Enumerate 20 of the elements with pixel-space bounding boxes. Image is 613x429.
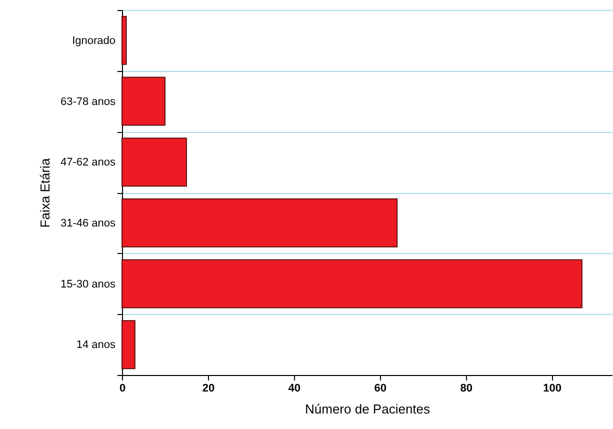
x-tick-label: 40 xyxy=(288,382,301,394)
y-tick-label: Ignorado xyxy=(72,34,116,47)
bar xyxy=(122,76,166,126)
bar xyxy=(122,320,136,370)
bar xyxy=(122,16,127,65)
x-tick-label: 0 xyxy=(119,382,126,394)
bar xyxy=(122,138,187,187)
x-tick-label: 80 xyxy=(460,382,472,394)
y-tick-label: 15-30 anos xyxy=(60,278,116,290)
x-tick-label: 60 xyxy=(374,382,387,394)
y-tick-label: 31-46 anos xyxy=(60,217,116,230)
y-tick-label: 63-78 anos xyxy=(60,96,116,108)
y-tick-label: 47-62 anos xyxy=(60,156,116,169)
y-tick-label: 14 anos xyxy=(76,339,116,352)
bar xyxy=(122,198,398,248)
x-tick-label: 20 xyxy=(202,382,215,394)
x-axis-title: Número de Pacientes xyxy=(304,402,431,416)
y-axis-title: Faixa Etária xyxy=(37,158,52,228)
bar xyxy=(122,259,582,308)
x-tick-label: 100 xyxy=(543,382,562,394)
